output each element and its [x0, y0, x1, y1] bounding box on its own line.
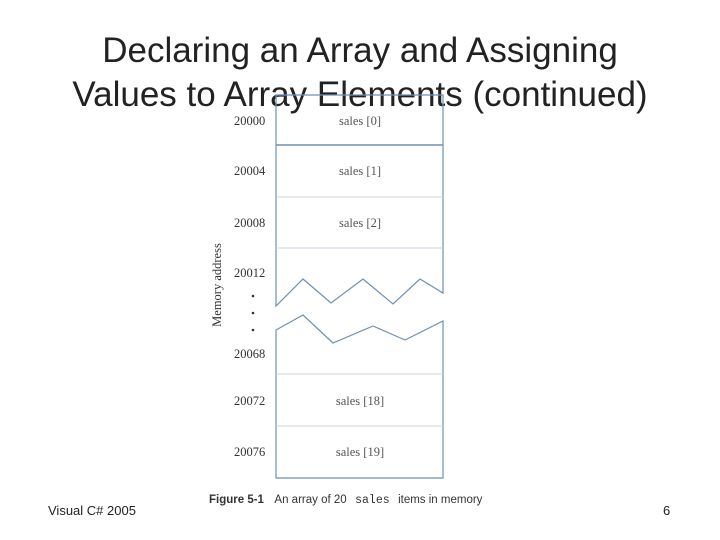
array-element-label: sales [2] [339, 216, 381, 230]
array-element-label: sales [19] [336, 445, 384, 459]
ellipsis-dot [251, 294, 255, 298]
figure-number: Figure 5-1 [209, 494, 265, 506]
ellipsis-dot [251, 311, 255, 315]
memory-address-axis-label: Memory address [210, 243, 224, 327]
caption-code: sales [355, 494, 390, 507]
memory-block-bottom [275, 314, 444, 479]
array-element-label: sales [0] [339, 114, 381, 128]
address-label: 20012 [234, 266, 265, 280]
address-label: 20072 [234, 394, 265, 408]
title-line-1: Declaring an Array and Assigning [102, 31, 618, 71]
caption-text-after: items in memory [398, 494, 483, 506]
caption-text-before: An array of 20 [274, 494, 346, 506]
ellipsis-dot [251, 328, 255, 332]
address-label: 20008 [234, 216, 265, 230]
address-label: 20000 [234, 114, 265, 128]
address-label: 20068 [234, 347, 265, 361]
address-label: 20004 [234, 164, 266, 178]
array-element-label: sales [18] [336, 394, 384, 408]
array-element-label: sales [1] [339, 164, 381, 178]
footer-course-name: Visual C# 2005 [48, 503, 136, 518]
memory-block-top [275, 94, 444, 308]
page-number: 6 [663, 503, 671, 518]
address-label: 20076 [234, 445, 265, 459]
figure-caption: Figure 5-1 An array of 20 sales items in… [209, 490, 483, 507]
